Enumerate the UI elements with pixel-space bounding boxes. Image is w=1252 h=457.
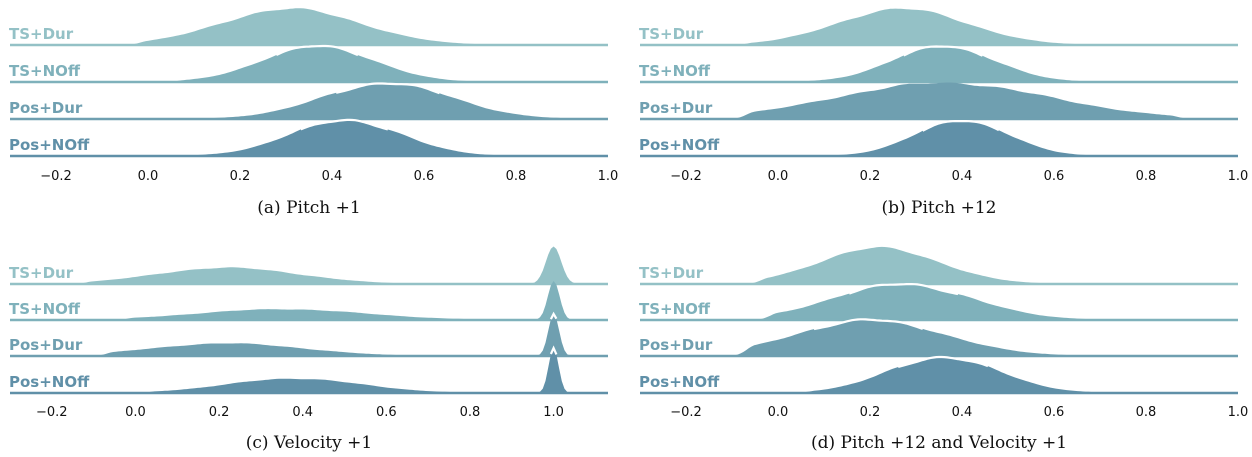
panel-caption: (a) Pitch +1	[257, 198, 360, 218]
ridge-ts-dur	[640, 246, 1238, 284]
ridge-highlight	[275, 44, 359, 57]
series-label: Pos+Dur	[9, 99, 83, 117]
ridge-ts-noff	[10, 281, 608, 320]
ridge-pos-dur	[10, 83, 608, 119]
x-tick-label: 0.4	[952, 405, 973, 420]
x-tick-label: 0.6	[376, 405, 397, 420]
x-tick-label: 0.8	[460, 405, 481, 420]
x-tick-label: 0.2	[860, 405, 881, 420]
x-tick-label: 0.2	[230, 169, 251, 184]
ridge-pos-noff	[640, 357, 1238, 393]
ridge-pos-dur	[10, 313, 608, 356]
x-tick-label: −0.2	[36, 405, 68, 420]
x-tick-label: 0.0	[768, 169, 789, 184]
ridge-ts-noff	[640, 46, 1238, 82]
series-label: TS+NOff	[9, 300, 81, 318]
ridge-highlight	[897, 355, 989, 369]
ridge-pos-dur	[640, 319, 1238, 356]
ridge-pos-dur	[640, 82, 1238, 119]
x-tick-label: 1.0	[1228, 405, 1249, 420]
series-label: TS+Dur	[639, 264, 704, 282]
ridge-pos-noff	[640, 121, 1238, 156]
ridge-highlight	[922, 120, 1000, 132]
x-tick-label: 0.4	[322, 169, 343, 184]
x-tick-label: 0.4	[292, 405, 313, 420]
x-tick-label: −0.2	[670, 169, 702, 184]
x-tick-label: 0.2	[209, 405, 230, 420]
ridge-ts-dur	[10, 246, 608, 284]
ridge-highlight	[549, 311, 558, 320]
panel-3: TS+Dur TS+NOff Pos+Dur Pos+NOff −0.2 0.0 0.2 0.…	[9, 246, 608, 453]
x-tick-label: 1.0	[543, 405, 564, 420]
ridge-ts-dur	[10, 8, 608, 45]
x-tick-label: 0.4	[952, 169, 973, 184]
x-tick-label: −0.2	[670, 405, 702, 420]
panel-4: TS+Dur TS+NOff Pos+Dur Pos+NOff −0.2 0.0 0.2 0.…	[639, 246, 1249, 453]
x-tick-label: 0.6	[1044, 169, 1065, 184]
x-tick-label: 0.2	[860, 169, 881, 184]
ridge-ts-dur	[640, 8, 1238, 46]
ridge-ts-noff	[640, 284, 1238, 320]
ridge-highlight	[549, 345, 558, 355]
ridge-highlight	[903, 45, 983, 57]
ridge-ts-noff	[10, 46, 608, 82]
series-label: TS+Dur	[9, 25, 74, 43]
series-label: TS+Dur	[9, 264, 74, 282]
ridge-highlight	[813, 318, 924, 331]
series-label: TS+Dur	[639, 25, 704, 43]
ridge-highlight	[300, 118, 389, 131]
series-label: Pos+NOff	[639, 373, 720, 391]
x-tick-label: 0.0	[138, 169, 159, 184]
panel-caption: (b) Pitch +12	[881, 198, 996, 218]
x-tick-label: 0.0	[125, 405, 146, 420]
panel-caption: (c) Velocity +1	[246, 433, 373, 453]
x-tick-label: 0.0	[768, 405, 789, 420]
x-tick-label: 1.0	[1228, 169, 1249, 184]
series-label: TS+NOff	[9, 62, 81, 80]
series-label: Pos+NOff	[639, 136, 720, 154]
series-label: TS+NOff	[639, 300, 711, 318]
ridge-highlight	[335, 82, 440, 95]
x-tick-label: 0.8	[506, 169, 527, 184]
series-label: Pos+Dur	[9, 336, 83, 354]
series-label: TS+NOff	[639, 62, 711, 80]
x-tick-label: 0.6	[414, 169, 435, 184]
x-tick-label: 0.8	[1136, 169, 1157, 184]
ridge-pos-noff	[10, 348, 608, 393]
panel-1: TS+Dur TS+NOff Pos+Dur Pos+NOff −0.2 0.0 0.2 0.…	[9, 8, 618, 218]
series-label: Pos+Dur	[639, 336, 713, 354]
x-tick-label: 0.6	[1044, 405, 1065, 420]
ridge-highlight	[848, 283, 959, 296]
series-label: Pos+NOff	[9, 136, 90, 154]
series-label: Pos+NOff	[9, 373, 90, 391]
x-tick-label: −0.2	[40, 169, 72, 184]
panel-2: TS+Dur TS+NOff Pos+Dur Pos+NOff −0.2 0.0 0.2 0.…	[639, 8, 1249, 218]
x-tick-label: 1.0	[598, 169, 619, 184]
x-tick-label: 0.8	[1136, 405, 1157, 420]
panel-caption: (d) Pitch +12 and Velocity +1	[811, 433, 1067, 453]
ridge-pos-noff	[10, 119, 608, 156]
series-label: Pos+Dur	[639, 99, 713, 117]
